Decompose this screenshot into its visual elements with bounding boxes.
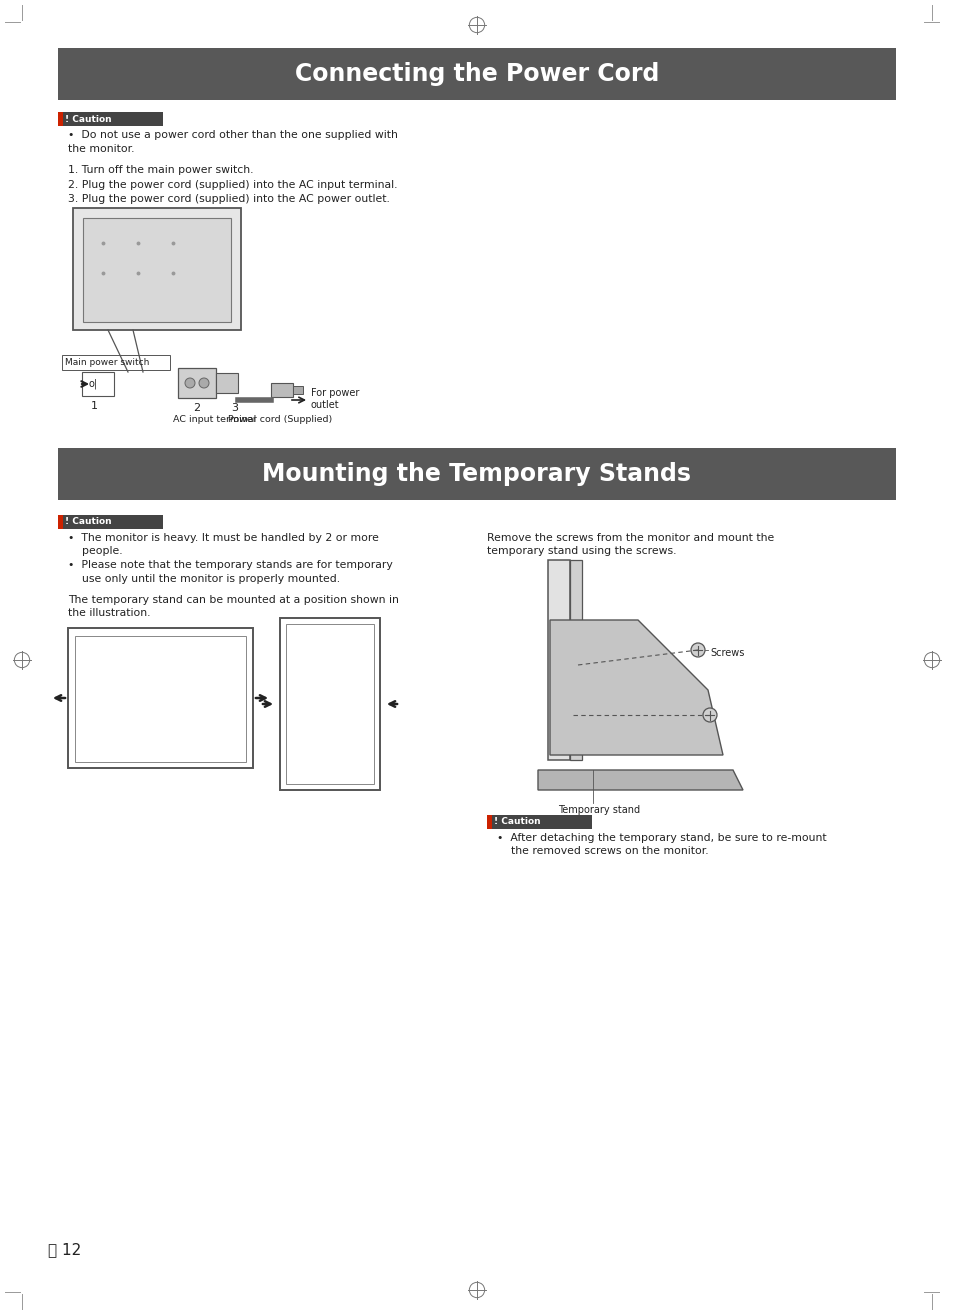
Text: the illustration.: the illustration. [68, 608, 151, 618]
Bar [75, 636, 246, 762]
Bar [62, 355, 170, 371]
Bar [63, 112, 163, 126]
Bar [547, 560, 569, 759]
Bar [569, 560, 581, 759]
Bar [63, 515, 163, 530]
Text: •  After detaching the temporary stand, be sure to re-mount: • After detaching the temporary stand, b… [497, 833, 825, 844]
Text: Temporary stand: Temporary stand [558, 805, 639, 815]
Bar [83, 218, 231, 322]
Text: 1. Turn off the main power switch.: 1. Turn off the main power switch. [68, 166, 253, 175]
Bar [73, 208, 241, 330]
Bar [215, 373, 237, 393]
Text: AC input terminal: AC input terminal [172, 415, 256, 424]
Text: The temporary stand can be mounted at a position shown in: The temporary stand can be mounted at a … [68, 595, 398, 604]
Circle shape [690, 643, 704, 657]
Bar [58, 112, 63, 126]
Bar [492, 815, 592, 829]
Bar [271, 382, 293, 397]
Bar [58, 49, 895, 100]
Text: ! Caution: ! Caution [65, 114, 112, 124]
Bar [178, 368, 215, 398]
Text: 3: 3 [231, 403, 237, 413]
Circle shape [199, 378, 209, 388]
Circle shape [702, 708, 717, 721]
Text: the removed screws on the monitor.: the removed screws on the monitor. [497, 846, 708, 855]
Text: Mounting the Temporary Stands: Mounting the Temporary Stands [262, 463, 691, 486]
Text: 2. Plug the power cord (supplied) into the AC input terminal.: 2. Plug the power cord (supplied) into t… [68, 180, 397, 191]
Text: For power: For power [311, 388, 359, 398]
Bar [82, 372, 113, 396]
Text: Remove the screws from the monitor and mount the: Remove the screws from the monitor and m… [486, 533, 774, 543]
Text: o|: o| [89, 378, 98, 389]
Text: ! Caution: ! Caution [65, 518, 112, 527]
Text: •  Please note that the temporary stands are for temporary: • Please note that the temporary stands … [68, 560, 393, 570]
Circle shape [185, 378, 194, 388]
Text: outlet: outlet [311, 399, 339, 410]
Bar [286, 624, 374, 784]
Bar [280, 618, 379, 790]
Bar [58, 515, 63, 530]
Text: use only until the monitor is properly mounted.: use only until the monitor is properly m… [68, 573, 340, 583]
Text: ! Caution: ! Caution [494, 817, 540, 827]
Text: •  The monitor is heavy. It must be handled by 2 or more: • The monitor is heavy. It must be handl… [68, 533, 378, 543]
Bar [68, 628, 253, 767]
Text: temporary stand using the screws.: temporary stand using the screws. [486, 547, 676, 556]
Polygon shape [537, 770, 742, 790]
Bar [58, 448, 895, 501]
Polygon shape [550, 620, 722, 756]
Text: Connecting the Power Cord: Connecting the Power Cord [294, 62, 659, 85]
Text: 2: 2 [193, 403, 200, 413]
Text: 1: 1 [91, 401, 97, 411]
Text: Screws: Screws [709, 648, 743, 658]
Text: Main power switch: Main power switch [65, 357, 150, 367]
Text: •  Do not use a power cord other than the one supplied with
the monitor.: • Do not use a power cord other than the… [68, 130, 397, 154]
Text: 3. Plug the power cord (supplied) into the AC power outlet.: 3. Plug the power cord (supplied) into t… [68, 194, 390, 204]
Text: Ⓔ 12: Ⓔ 12 [48, 1243, 81, 1257]
Text: people.: people. [68, 547, 123, 557]
Text: Power cord (Supplied): Power cord (Supplied) [228, 415, 332, 424]
Bar [293, 386, 303, 394]
Bar [486, 815, 492, 829]
